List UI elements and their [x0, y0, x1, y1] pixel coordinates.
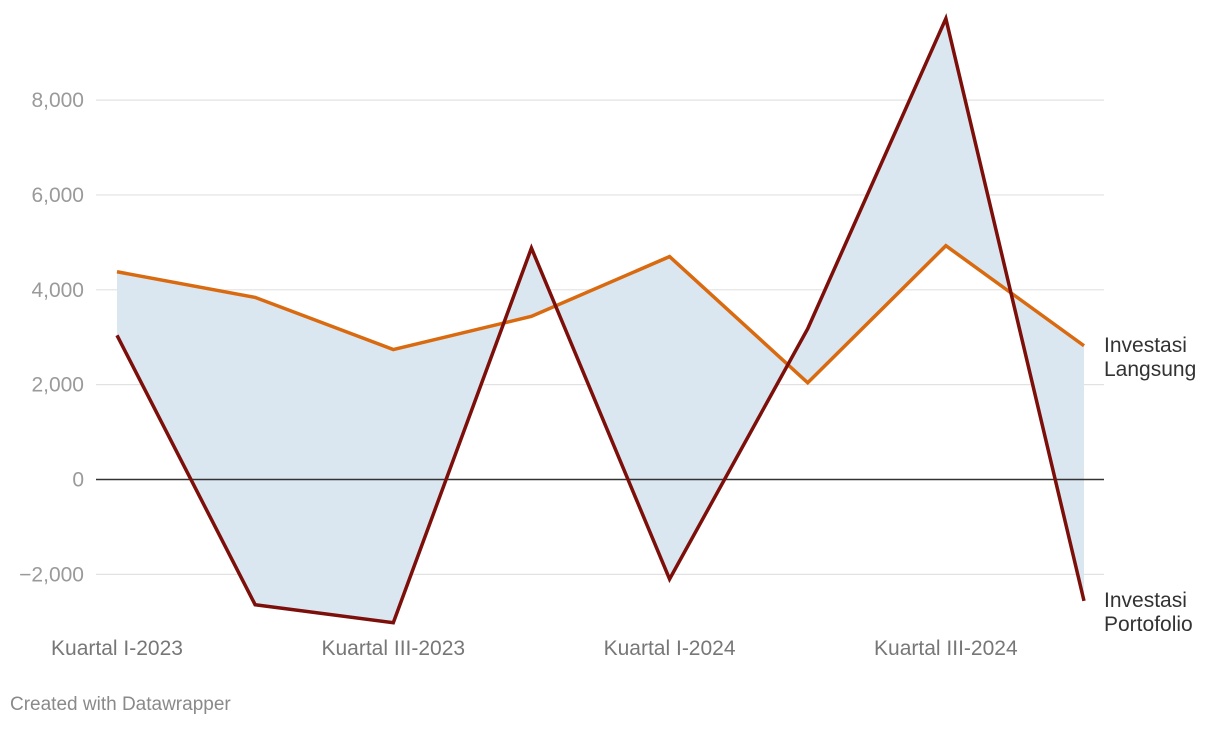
credit-text: Created with Datawrapper: [10, 694, 231, 715]
series-label-line: Portofolio: [1104, 613, 1193, 636]
series-line-investasi-langsung: [116, 243, 1086, 386]
x-tick-label: Kuartal III-2024: [874, 637, 1018, 660]
x-tick-label: Kuartal III-2023: [321, 637, 465, 660]
series-label-line: Langsung: [1104, 358, 1196, 381]
series-lines: [115, 13, 1086, 625]
y-axis-ticks: −2,000 0 2,000 4,000 6,000 8,000: [19, 89, 84, 586]
x-tick-label: Kuartal I-2023: [51, 637, 183, 660]
series-label-line: Investasi: [1104, 334, 1187, 357]
y-tick-label: 0: [72, 469, 84, 492]
series-label-investasi-langsung: Investasi Langsung: [1104, 334, 1196, 381]
series-label-line: Investasi: [1104, 589, 1187, 612]
chart: −2,000 0 2,000 4,000 6,000 8,000 Kuartal I-20…: [19, 13, 1196, 660]
y-tick-label: 8,000: [31, 89, 84, 112]
y-tick-label: 6,000: [31, 184, 84, 207]
x-tick-label: Kuartal I-2024: [604, 637, 736, 660]
area-between-series: [117, 18, 1084, 623]
series-line-investasi-portofolio: [115, 13, 1086, 625]
y-tick-label: −2,000: [19, 563, 84, 586]
x-axis-ticks: Kuartal I-2023 Kuartal III-2023 Kuartal I-…: [51, 637, 1018, 660]
series-label-investasi-portofolio: Investasi Portofolio: [1104, 589, 1193, 636]
y-tick-label: 4,000: [31, 279, 84, 302]
y-tick-label: 2,000: [31, 374, 84, 397]
